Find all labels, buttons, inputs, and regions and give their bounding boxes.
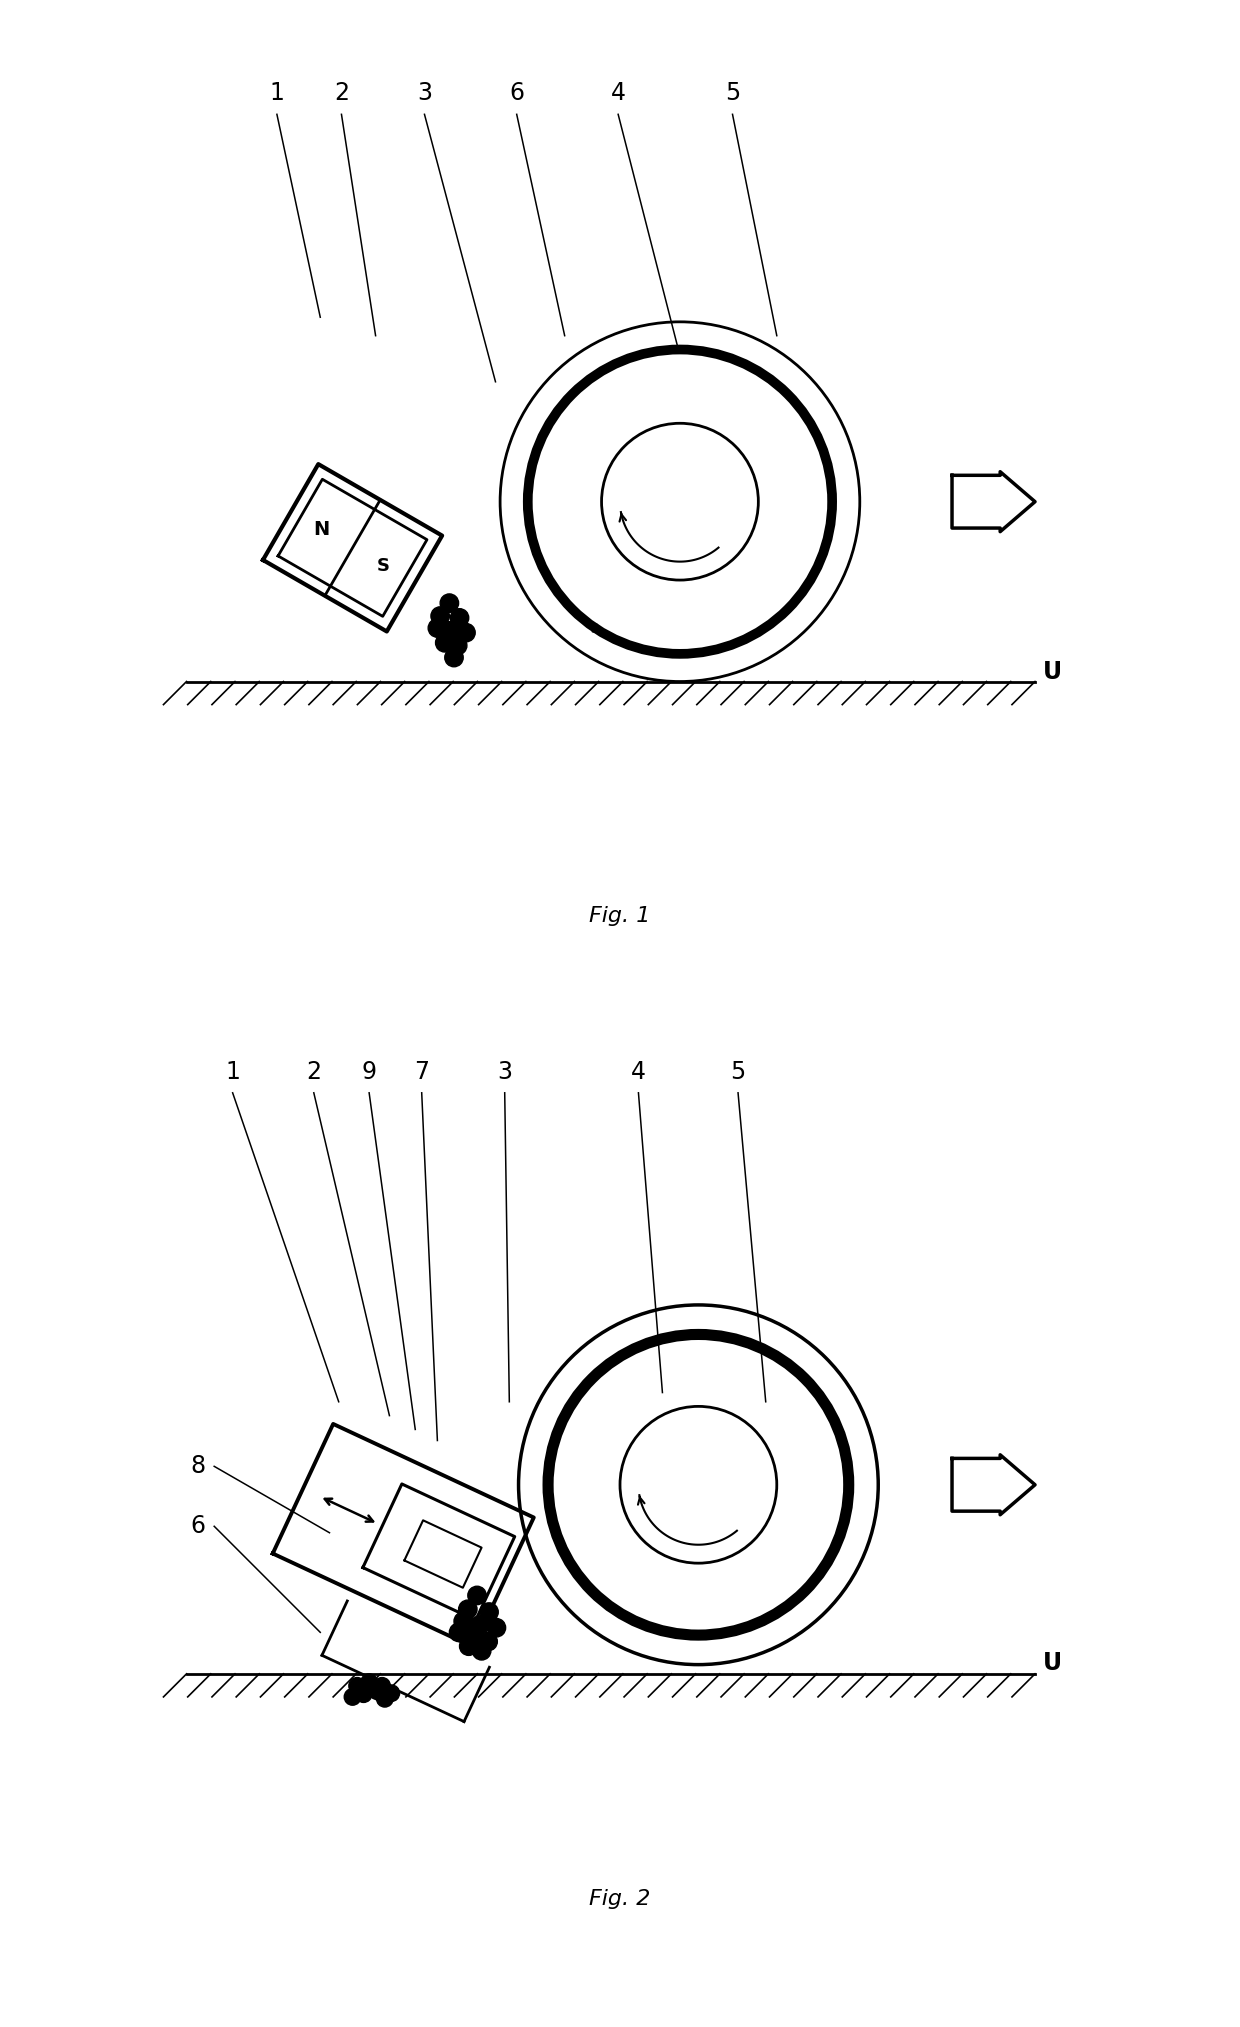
Text: 3: 3	[497, 1060, 512, 1084]
Text: 1: 1	[269, 81, 284, 105]
Circle shape	[479, 1632, 497, 1650]
Circle shape	[356, 1686, 372, 1703]
Text: 4: 4	[631, 1060, 646, 1084]
Polygon shape	[952, 1455, 1035, 1514]
Circle shape	[472, 1642, 491, 1660]
Text: U: U	[1043, 661, 1061, 685]
Circle shape	[464, 1626, 481, 1644]
Text: Fig. 1: Fig. 1	[589, 906, 651, 926]
Circle shape	[480, 1603, 498, 1622]
Circle shape	[456, 624, 475, 643]
Circle shape	[361, 1674, 377, 1691]
Text: 1: 1	[226, 1060, 241, 1084]
Text: Fig. 2: Fig. 2	[589, 1889, 651, 1909]
Text: 9: 9	[362, 1060, 377, 1084]
Circle shape	[449, 636, 467, 655]
Circle shape	[450, 608, 469, 626]
Circle shape	[440, 594, 459, 612]
Circle shape	[454, 1611, 472, 1630]
Circle shape	[428, 618, 446, 636]
Text: 3: 3	[417, 81, 432, 105]
Circle shape	[435, 634, 454, 653]
Text: 6: 6	[190, 1514, 205, 1538]
Circle shape	[348, 1678, 366, 1695]
Polygon shape	[952, 472, 1035, 531]
Circle shape	[459, 1599, 477, 1618]
Text: 5: 5	[730, 1060, 745, 1084]
Circle shape	[487, 1618, 506, 1638]
Circle shape	[449, 1624, 467, 1642]
Circle shape	[445, 649, 464, 667]
Circle shape	[471, 1616, 489, 1634]
Text: N: N	[314, 521, 330, 539]
Circle shape	[460, 1638, 477, 1656]
Circle shape	[441, 622, 460, 641]
Text: 7: 7	[414, 1060, 429, 1084]
Circle shape	[383, 1684, 399, 1701]
Text: 5: 5	[725, 81, 740, 105]
Text: U: U	[1043, 1650, 1061, 1674]
Text: 8: 8	[190, 1453, 205, 1478]
Circle shape	[373, 1678, 391, 1695]
Text: S: S	[377, 557, 391, 576]
Text: 6: 6	[510, 81, 525, 105]
Circle shape	[370, 1682, 386, 1701]
Circle shape	[345, 1688, 361, 1705]
Text: 2: 2	[306, 1060, 321, 1084]
Circle shape	[377, 1691, 393, 1707]
Circle shape	[432, 606, 449, 624]
Text: 4: 4	[610, 81, 626, 105]
Circle shape	[467, 1587, 486, 1605]
Text: 2: 2	[334, 81, 348, 105]
